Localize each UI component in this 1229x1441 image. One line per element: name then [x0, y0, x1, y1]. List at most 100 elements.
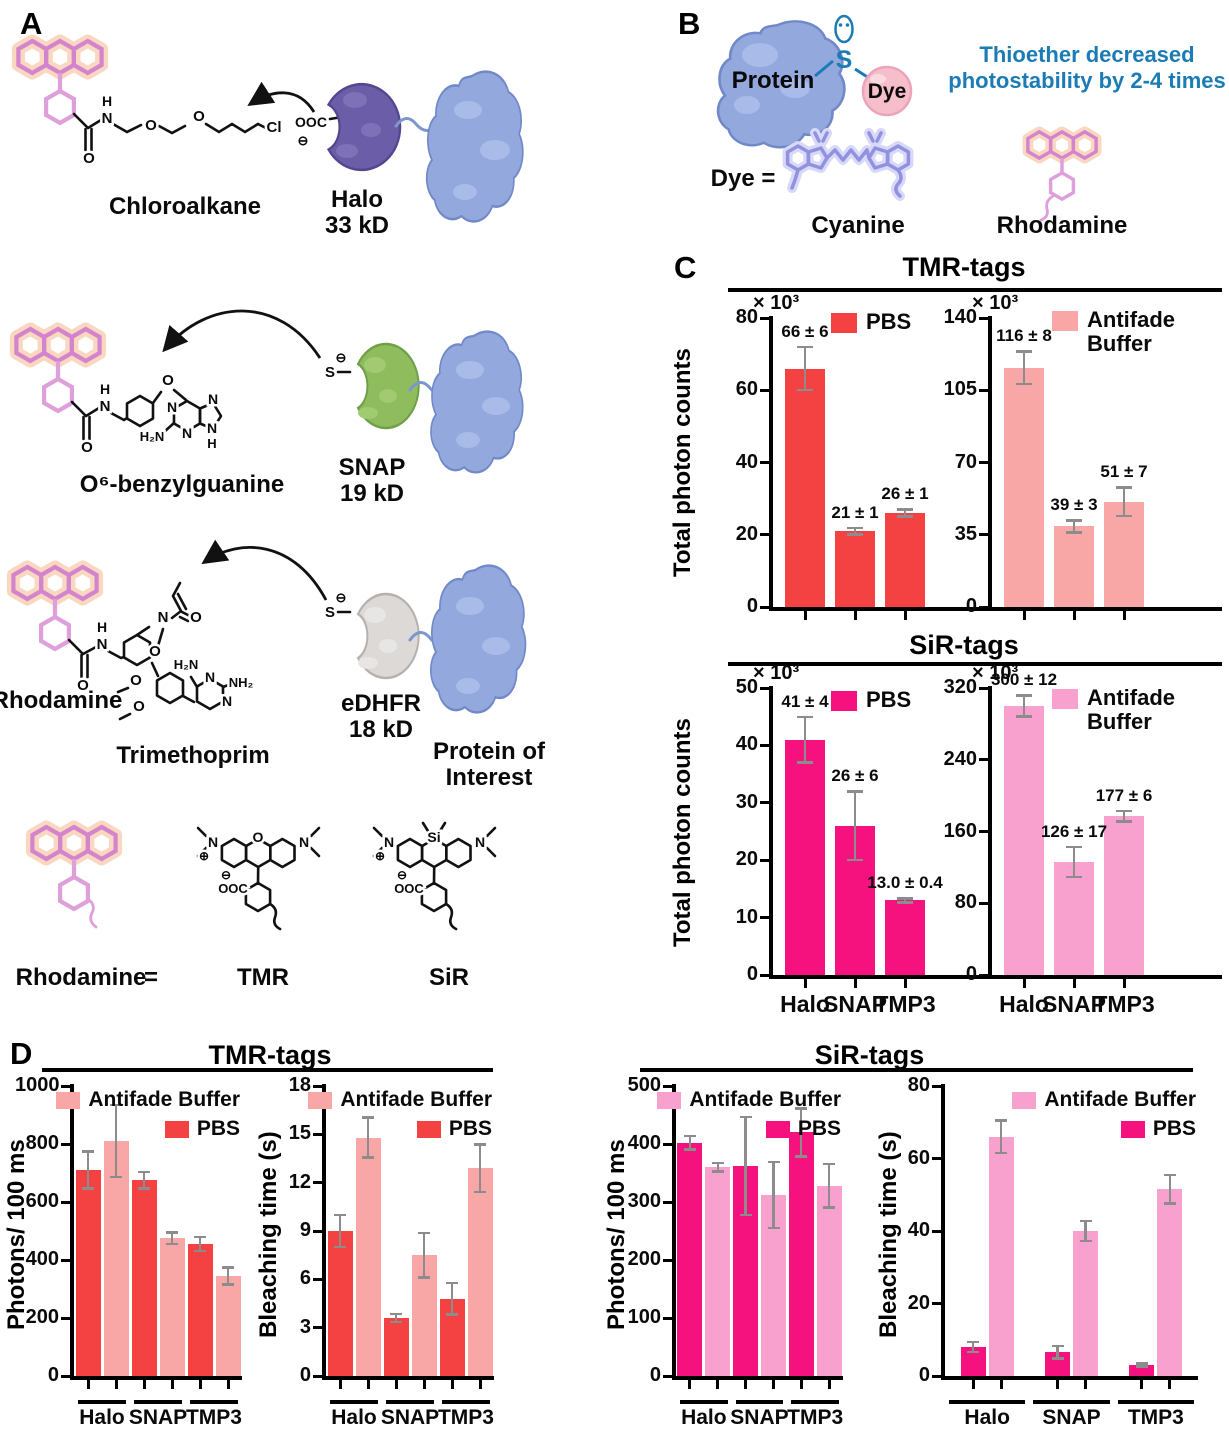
y-tick-label: 400	[627, 1132, 661, 1154]
error-cap-bottom	[222, 1283, 234, 1286]
y-tick-label: 500	[627, 1074, 661, 1096]
halo-protein-blob	[327, 82, 402, 172]
y-tick	[760, 743, 769, 747]
dye-circle: Dye	[861, 65, 913, 117]
y-tick	[979, 461, 988, 464]
error-bar	[688, 1135, 692, 1150]
x-tick	[716, 1380, 720, 1389]
panel-d-tmr-title-rule	[42, 1068, 493, 1072]
atom-label: O	[190, 609, 202, 626]
rhodamine-label-row3: Rhodamine	[0, 687, 122, 714]
x-tick	[1072, 611, 1076, 620]
bar	[788, 1132, 814, 1376]
y-tick-label: 300	[627, 1190, 661, 1212]
reaction-arrow-snap	[162, 309, 322, 359]
error-cap-top	[797, 345, 813, 349]
cyanine-structure	[788, 133, 909, 196]
y-tick	[979, 316, 988, 320]
rhodamine-dye-motif-row1	[18, 41, 101, 123]
legend-item: Antifade Buffer	[657, 1088, 841, 1112]
error-cap-bottom	[897, 515, 913, 518]
error-cap-top	[1066, 519, 1082, 522]
atom-label: N	[207, 420, 217, 436]
snap-protein-blob	[336, 342, 420, 430]
y-tick	[979, 830, 988, 833]
group-underline	[386, 1400, 434, 1404]
atom-label: N	[100, 398, 111, 415]
atom-label: NH₂	[229, 675, 254, 690]
protein-of-interest-blob-row3	[429, 564, 527, 714]
panel-a-letter: A	[20, 6, 43, 41]
tmr-label: TMR	[237, 964, 289, 991]
error-cap-top	[1116, 809, 1132, 813]
atom-label: ⊖	[336, 590, 347, 605]
protein-of-interest-blob-row2	[429, 330, 524, 474]
y-tick	[760, 916, 769, 920]
error-cap-top	[446, 1281, 458, 1285]
bar	[1054, 526, 1094, 607]
error-cap-top	[334, 1213, 346, 1217]
error-bar	[803, 346, 807, 391]
category-label: SNAP	[730, 1406, 789, 1429]
error-bar	[338, 1214, 342, 1248]
y-tick	[313, 1277, 322, 1281]
atom-label: S	[325, 364, 335, 381]
x-tick	[1122, 979, 1126, 988]
category-label: Halo	[780, 991, 830, 1017]
chart-d-tmr-photons: 0 200 400 600 800 1000 Halo SNAP TMP3 Antifade Bu…	[15, 1074, 250, 1441]
y-axis	[988, 316, 992, 611]
error-cap-top	[897, 897, 913, 900]
category-label: Halo	[79, 1406, 125, 1429]
category-label: TMP3	[874, 991, 936, 1017]
error-bar	[1056, 1345, 1059, 1359]
rhodamine-dye-motif-row2	[16, 329, 99, 411]
x-tick	[1022, 979, 1026, 988]
x-axis	[672, 1376, 843, 1380]
y-tick-label: 0	[918, 1364, 930, 1386]
y-tick-label: 0	[649, 1364, 661, 1386]
category-label: TMP3	[1127, 1406, 1184, 1429]
error-cap-bottom	[767, 1226, 780, 1230]
bar	[885, 900, 925, 975]
error-cap-bottom	[1079, 1239, 1092, 1243]
error-bar	[1140, 1363, 1144, 1367]
error-cap-bottom	[847, 858, 863, 862]
sir-structure: N⊕Si N⊖OOC	[372, 821, 497, 931]
bar	[988, 1136, 1014, 1376]
atom-label: N	[222, 693, 232, 709]
y-tick-label: 105	[943, 378, 977, 401]
y-axis	[941, 1084, 945, 1380]
legend-label: Antifade Buffer	[340, 1088, 492, 1111]
x-tick	[142, 1380, 146, 1389]
error-bar	[198, 1236, 202, 1252]
unit-multiplier: × 10³	[753, 662, 800, 684]
error-cap-top	[897, 508, 913, 511]
y-tick	[932, 1229, 941, 1233]
legend: Antifade Buffer PBS	[657, 1088, 841, 1141]
x-axis	[941, 1376, 1198, 1380]
atom-label: O	[145, 117, 157, 134]
thioether-bond-icon	[814, 14, 873, 82]
y-tick	[932, 1302, 941, 1305]
error-cap-bottom	[795, 1155, 808, 1158]
dye-equals-label: Dye =	[711, 165, 776, 192]
error-cap-bottom	[110, 1175, 122, 1179]
legend-swatch	[308, 1091, 333, 1109]
y-tick-label: 20	[735, 522, 758, 545]
bar-value-label: 300 ± 12	[990, 670, 1058, 690]
bar	[467, 1168, 493, 1376]
error-bar	[1084, 1220, 1087, 1242]
error-bar	[716, 1162, 720, 1172]
rhodamine-mini-structure	[1028, 132, 1096, 222]
bar-value-label: 126 ± 17	[1040, 821, 1108, 841]
legend: Antifade Buffer PBS	[56, 1088, 240, 1141]
chloroalkane-structure: HN O O O Cl OOC ⊖	[72, 91, 329, 170]
y-tick	[61, 1258, 70, 1262]
atom-label: N	[205, 669, 215, 685]
x-tick	[394, 1380, 398, 1389]
legend-item: PBS	[164, 1117, 240, 1141]
error-cap-bottom	[334, 1245, 346, 1249]
x-tick	[772, 1380, 775, 1389]
unit-multiplier: × 10³	[753, 292, 800, 314]
